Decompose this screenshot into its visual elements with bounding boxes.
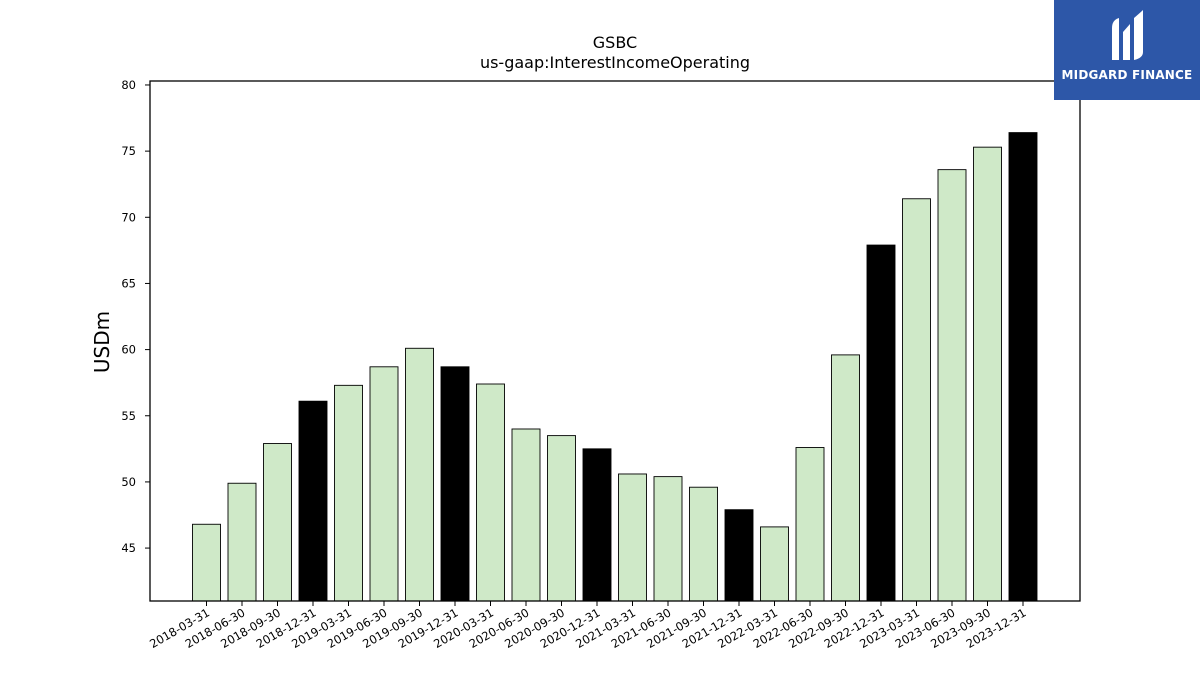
y-tick-label: 70 xyxy=(121,210,136,224)
bar-2022-06-30 xyxy=(795,447,825,602)
bars-group xyxy=(192,132,1038,602)
bar-2021-06-30 xyxy=(653,476,683,602)
bar-2020-06-30 xyxy=(511,428,541,602)
bar-2022-12-31 xyxy=(866,244,896,602)
plot-frame xyxy=(149,80,1081,602)
y-tick-label: 65 xyxy=(121,276,136,290)
bar-2019-03-31 xyxy=(334,384,363,602)
midgard-finance-logo: MIDGARD FINANCE xyxy=(1054,0,1200,100)
x-ticks-group: 2018-03-312018-06-302018-09-302018-12-31… xyxy=(147,601,1029,651)
bar-2020-03-31 xyxy=(476,383,505,602)
bar-2020-09-30 xyxy=(547,435,576,602)
y-tick-label: 80 xyxy=(121,78,136,92)
bar-2018-09-30 xyxy=(263,443,292,602)
bar-2023-09-30 xyxy=(973,146,1002,602)
y-tick-label: 75 xyxy=(121,144,136,158)
y-axis-label: USDm xyxy=(90,311,114,373)
midgard-logo-icon xyxy=(1112,10,1143,60)
bar-2019-06-30 xyxy=(369,366,399,602)
bar-2019-12-31 xyxy=(440,366,470,602)
y-tick-label: 60 xyxy=(121,343,136,357)
y-tick-label: 50 xyxy=(121,475,136,489)
logo-text: MIDGARD FINANCE xyxy=(1061,68,1193,82)
bar-2021-03-31 xyxy=(618,473,647,602)
y-ticks-group: 45 50 55 60 65 70 75 80 xyxy=(121,78,150,555)
bar-2022-09-30 xyxy=(831,354,860,602)
y-tick-label: 45 xyxy=(121,541,136,555)
bar-2021-12-31 xyxy=(724,509,754,602)
bar-2023-06-30 xyxy=(937,169,967,602)
bar-2021-09-30 xyxy=(689,486,718,602)
bar-2020-12-31 xyxy=(582,448,612,602)
y-tick-label: 55 xyxy=(121,409,136,423)
chart-subtitle: us-gaap:InterestIncomeOperating xyxy=(480,53,750,72)
chart-title: GSBC xyxy=(593,33,637,52)
bar-2018-12-31 xyxy=(298,400,328,602)
bar-2018-06-30 xyxy=(227,482,257,602)
bar-2022-03-31 xyxy=(760,526,789,602)
bar-2018-03-31 xyxy=(192,523,221,602)
bar-2023-03-31 xyxy=(902,198,931,602)
bar-2019-09-30 xyxy=(405,347,434,602)
bar-2023-12-31 xyxy=(1008,132,1038,602)
